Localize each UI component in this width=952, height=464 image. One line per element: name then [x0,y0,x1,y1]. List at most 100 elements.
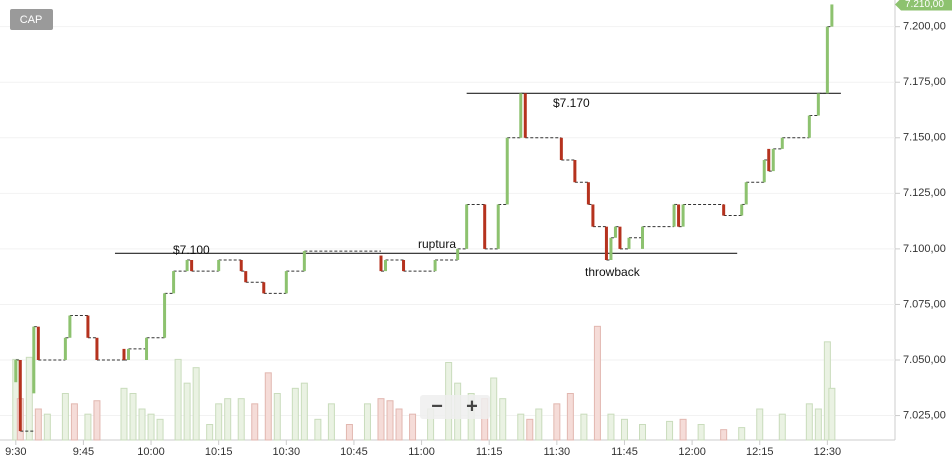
annotation: ruptura [418,237,456,251]
y-tick-label: 7.200,00 [903,21,946,33]
volume-bar [93,400,101,441]
volume-bar [553,403,561,441]
brick [127,348,131,360]
volume-bar [566,393,574,441]
volume-bar [291,387,299,441]
brick [523,93,527,138]
brick [86,315,90,338]
cap-label[interactable]: CAP [20,14,43,26]
brick [627,237,631,249]
brick [68,315,72,338]
brick [185,260,189,272]
brick [722,204,726,216]
volume-bar [639,424,647,441]
brick [816,93,820,116]
volume-bar [156,418,164,441]
volume-bar [526,418,534,441]
brick [122,348,126,360]
brick [780,137,784,149]
brick [384,260,388,272]
volume-bar [264,372,272,441]
volume-bar [490,377,498,441]
y-tick-label: 7.175,00 [903,76,946,88]
brick [433,260,437,272]
y-tick-label: 7.125,00 [903,187,946,199]
x-tick-label: 11:45 [611,446,638,458]
x-tick-label: 10:45 [340,446,368,458]
volume-bar [499,398,507,441]
brick [771,148,775,172]
brick [239,260,243,272]
volume-bar [828,387,836,441]
x-tick-label: 10:15 [205,446,233,458]
y-tick-label: 7.075,00 [903,298,946,310]
y-tick-label: 7.100,00 [903,243,946,255]
volume-bar [756,408,764,441]
volume-bar [251,403,259,441]
brick [18,360,22,432]
brick [591,204,595,227]
brick [262,282,266,294]
brick [744,182,748,205]
x-tick-label: 11:30 [543,446,570,458]
brick [672,204,676,227]
volume-bar [395,408,403,441]
brick [681,204,685,227]
volume-bar [192,367,200,441]
volume-bar [314,418,322,441]
volume-bar [814,408,822,441]
brick [641,226,645,249]
brick [496,204,500,249]
y-tick-label: 7.050,00 [903,354,946,366]
brick [505,137,509,205]
volume-bar [386,400,394,441]
volume-bar [84,413,92,441]
volume-bar [720,429,728,441]
volume-bar [593,325,601,441]
brick [217,260,221,272]
cap-button[interactable] [10,9,53,30]
brick [762,160,766,183]
brick [573,160,577,183]
zoom-box [420,395,490,419]
volume-bar [580,413,588,441]
y-tick-label: 7.150,00 [903,132,946,144]
volume-bar [215,403,223,441]
brick [825,26,829,94]
brick [95,337,99,360]
last-price-tag [895,0,952,11]
brick [402,260,406,272]
x-tick-label: 9:45 [73,446,94,458]
volume-bar [679,418,687,441]
brick [613,226,617,238]
volume-bar [738,427,746,441]
volume-bar [666,420,674,441]
brick [807,115,811,138]
brick [586,182,590,205]
x-tick-label: 11:00 [408,446,435,458]
brick [163,293,167,338]
y-tick-label: 7.025,00 [903,409,946,421]
zoom-in[interactable]: + [466,395,478,417]
volume-bar [607,413,615,441]
brick [302,251,306,272]
volume-bar [138,408,146,441]
volume-bar [206,424,214,441]
volume-bar [300,382,308,441]
brick [677,204,681,227]
brick [465,204,469,249]
volume-bar [237,398,245,441]
zoom-out[interactable]: − [431,395,443,417]
volume-bar [174,358,182,441]
volume-bar [273,393,281,441]
volume-bar [620,418,628,441]
volume-bar [409,413,417,441]
volume-bar [43,413,51,441]
brick [284,271,288,294]
brick [244,271,248,283]
volume-bar [70,403,78,441]
volume-bar [697,424,705,441]
volume-bar [120,387,128,441]
brick [36,326,40,360]
x-tick-label: 12:15 [746,446,774,458]
